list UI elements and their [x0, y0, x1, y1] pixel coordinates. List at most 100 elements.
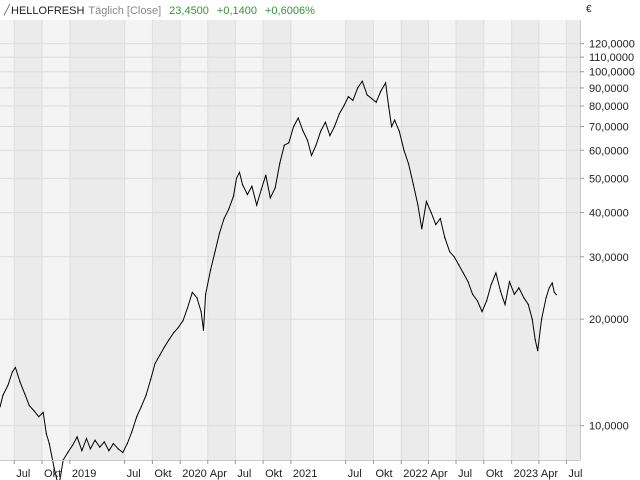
price-point [182, 320, 184, 322]
price-point [343, 105, 345, 107]
price-point [329, 135, 331, 137]
price-point [310, 154, 313, 157]
line-chart-icon: ╱ [4, 5, 11, 16]
price-change: +0,1400 [216, 5, 257, 17]
x-tick-label: Okt [265, 468, 282, 480]
price-point [67, 451, 69, 454]
price-point [42, 411, 44, 413]
price-point [0, 406, 1, 408]
period-band [538, 20, 567, 460]
period-band [483, 20, 512, 460]
price-point [238, 171, 241, 173]
price-point [333, 126, 336, 128]
price-point [320, 130, 322, 132]
price-point [394, 119, 396, 121]
price-point [453, 256, 455, 258]
price-point [14, 366, 16, 369]
price-point [260, 188, 262, 190]
price-point [407, 163, 410, 165]
price-point [159, 354, 161, 356]
period-band [373, 20, 402, 460]
interval-label[interactable]: Täglich [Close] [88, 5, 162, 17]
x-tick-label: Apr [541, 468, 558, 480]
price-point [534, 339, 536, 341]
price-point [218, 232, 221, 234]
price-point [458, 264, 460, 266]
price-point [177, 327, 179, 329]
price-point [28, 405, 30, 407]
price-point [186, 307, 189, 309]
y-axis-ticks: 10,0000 20,0000 30,0000 40,0000 50,0000 60,00… [580, 39, 635, 433]
price-point [85, 437, 88, 440]
price-point [38, 416, 40, 418]
price-point [495, 272, 497, 274]
price-point [131, 431, 133, 433]
price-point [232, 195, 235, 197]
price-point [435, 224, 437, 226]
price-point [19, 381, 21, 383]
price-point [306, 139, 309, 141]
price-point [81, 450, 83, 452]
x-tick-label: 2021 [293, 468, 317, 480]
x-tick-label: Okt [375, 468, 392, 480]
price-point [154, 362, 156, 364]
x-tick-label: Apr [430, 468, 447, 480]
price-point [53, 467, 55, 469]
price-point [76, 436, 78, 438]
x-tick-label: Okt [44, 468, 61, 480]
x-tick-label: Jul [16, 468, 30, 480]
period-band [428, 20, 457, 460]
price-point [103, 441, 105, 443]
period-band [207, 20, 236, 460]
price-point [45, 433, 47, 435]
x-tick-label: 2023 [514, 468, 538, 480]
vertical-gridlines [13, 20, 567, 460]
price-point [173, 332, 175, 334]
x-tick-label: Okt [154, 468, 171, 480]
price-point [548, 287, 550, 289]
x-tick-label: 2019 [72, 468, 96, 480]
price-point [553, 291, 555, 293]
price-point [361, 80, 363, 82]
price-point [490, 284, 492, 286]
y-tick-label: 70,0000 [589, 122, 629, 134]
price-point [140, 406, 142, 408]
price-point [499, 290, 502, 292]
price-point [256, 204, 258, 206]
x-tick-label: Jul [348, 468, 362, 480]
period-band [152, 20, 181, 460]
price-point [375, 101, 377, 103]
y-tick-label: 100,0000 [589, 67, 635, 79]
period-band [401, 20, 429, 460]
price-points [0, 80, 558, 469]
price-point [347, 96, 349, 98]
price-point [202, 329, 205, 331]
period-band [456, 20, 484, 460]
horizontal-gridlines [0, 43, 580, 427]
y-tick-label: 120,0000 [589, 39, 635, 51]
x-tick-label: 2020 [182, 468, 206, 480]
instrument-symbol[interactable]: HELLOFRESH [11, 5, 85, 17]
price-change-percent: +0,6006% [265, 5, 315, 17]
price-point [241, 184, 244, 186]
price-point [398, 130, 400, 132]
price-point [196, 297, 198, 299]
price-point [228, 208, 230, 210]
x-tick-label: Okt [486, 468, 503, 480]
price-point [467, 281, 469, 283]
price-point [223, 217, 225, 220]
price-point [126, 443, 128, 445]
price-point [274, 187, 276, 189]
price-point [508, 281, 511, 283]
period-band [42, 20, 70, 460]
price-point [145, 394, 147, 396]
price-point [385, 82, 387, 84]
price-point [136, 416, 138, 418]
y-tick-label: 20,0000 [589, 314, 629, 326]
period-bands [0, 20, 580, 460]
price-point [246, 193, 248, 196]
price-point [444, 237, 446, 239]
price-point [371, 97, 373, 100]
price-point [545, 297, 547, 299]
